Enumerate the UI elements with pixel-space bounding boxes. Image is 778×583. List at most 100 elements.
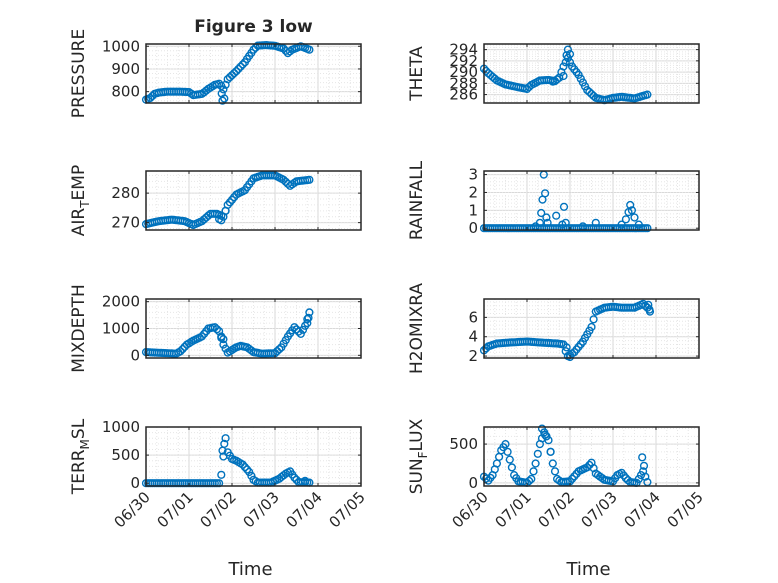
data-point (552, 211, 561, 220)
data-point (230, 69, 239, 78)
x-tick-label: 07/05 (326, 488, 369, 531)
data-point (535, 218, 545, 227)
data-point (559, 62, 568, 71)
axes-box (483, 43, 700, 104)
data-point (565, 58, 575, 67)
data-point (507, 463, 517, 472)
data-point (524, 476, 534, 486)
x-tick-label: 07/05 (664, 488, 707, 531)
data-point (275, 345, 284, 354)
ylabel-terr-msl: TERRMSL (69, 418, 92, 495)
data-point (645, 307, 655, 316)
data-point (290, 473, 299, 482)
y-tick-label: 0 (130, 474, 140, 492)
data-point (303, 319, 312, 328)
y-tick-label: 280 (111, 184, 140, 202)
y-tick-label: 0 (130, 346, 140, 364)
y-tick-label: 6 (468, 308, 478, 326)
data-point (550, 467, 560, 476)
y-tick-label: 2 (468, 183, 478, 201)
data-point (627, 206, 637, 215)
subplot-sun-flux: 06/30 07/01 07/02 07/03 07/04 07/05 0 500 SUNFLU… (407, 418, 707, 580)
data-point (236, 62, 245, 71)
data-point (503, 447, 512, 456)
y-tick-label: 1000 (102, 320, 140, 338)
data-point (218, 446, 227, 455)
ylabel-sun-flux: SUNFLUX (407, 418, 430, 494)
ylabel-mixdepth: MIXDEPTH (69, 284, 89, 373)
data-point (505, 455, 514, 464)
data-point (238, 60, 247, 69)
data-point (301, 476, 310, 486)
data-point (591, 218, 600, 227)
data-point (212, 325, 222, 334)
y-tick-label: 290 (449, 63, 478, 81)
axes-box (483, 298, 700, 359)
axes-box (145, 170, 362, 231)
y-tick-label: 800 (111, 83, 140, 101)
ylabel-h2omixra: H2OMIXRA (407, 283, 427, 374)
data-point (639, 461, 649, 470)
data-point (219, 340, 228, 349)
data-point (562, 51, 571, 60)
data-point (234, 64, 243, 74)
subplot-mixdepth: 0 1000 2000 MIXDEPTH (69, 284, 362, 373)
data-point (217, 470, 226, 479)
data-point (221, 206, 230, 215)
ylabel-air-temp: AIRTEMP (69, 165, 92, 236)
data-point (249, 45, 258, 54)
y-tick-label: 2000 (102, 293, 140, 311)
axes-box (483, 170, 700, 231)
y-tick-label: 1 (468, 201, 478, 219)
data-point (527, 474, 536, 484)
data-point (559, 202, 569, 211)
axes-box (145, 426, 362, 487)
data-point (563, 45, 573, 54)
y-tick-label: 0 (468, 219, 478, 237)
x-tick-label: 06/30 (111, 488, 154, 531)
data-point (617, 220, 626, 229)
data-point (219, 85, 228, 94)
subplot-terr-msl: 06/30 07/01 07/02 07/03 07/04 07/05 0 500 1000 TE… (69, 418, 369, 580)
data-point (565, 49, 575, 59)
y-tick-label: 1000 (102, 37, 140, 55)
data-point (290, 323, 299, 332)
data-point (548, 459, 557, 468)
data-point (562, 343, 571, 352)
x-tick-label: 07/03 (578, 488, 621, 531)
data-point (589, 91, 598, 101)
data-point (643, 224, 652, 233)
data-point (565, 352, 575, 362)
data-point (296, 329, 305, 339)
data-point (548, 77, 557, 86)
data-point (567, 474, 577, 483)
data-point (537, 424, 547, 433)
data-point (626, 200, 635, 210)
data-point (587, 322, 596, 332)
ylabel-theta: THETA (407, 46, 427, 102)
data-point (279, 44, 288, 53)
x-tick-label: 07/01 (154, 488, 197, 531)
data-point (240, 463, 250, 472)
ylabel-pressure: PRESSURE (69, 29, 89, 118)
data-point (634, 220, 643, 229)
figure-title: Figure 3 low (194, 17, 313, 37)
data-point (559, 71, 568, 81)
subplot-h2omixra: 24 6 H2OMIXRA (407, 283, 700, 374)
data-point (621, 215, 631, 224)
data-point (298, 325, 308, 334)
data-point (540, 189, 550, 198)
data-point (546, 447, 555, 456)
data-point (589, 315, 598, 324)
data-point (540, 430, 550, 439)
data-point (217, 332, 226, 341)
data-point (247, 471, 256, 481)
data-point (643, 90, 652, 99)
data-point (570, 472, 579, 481)
data-point (561, 218, 570, 227)
data-point (232, 67, 241, 76)
data-point (542, 432, 551, 441)
data-point (305, 175, 314, 184)
data-point (531, 459, 540, 468)
y-tick-label: 286 (449, 86, 478, 104)
